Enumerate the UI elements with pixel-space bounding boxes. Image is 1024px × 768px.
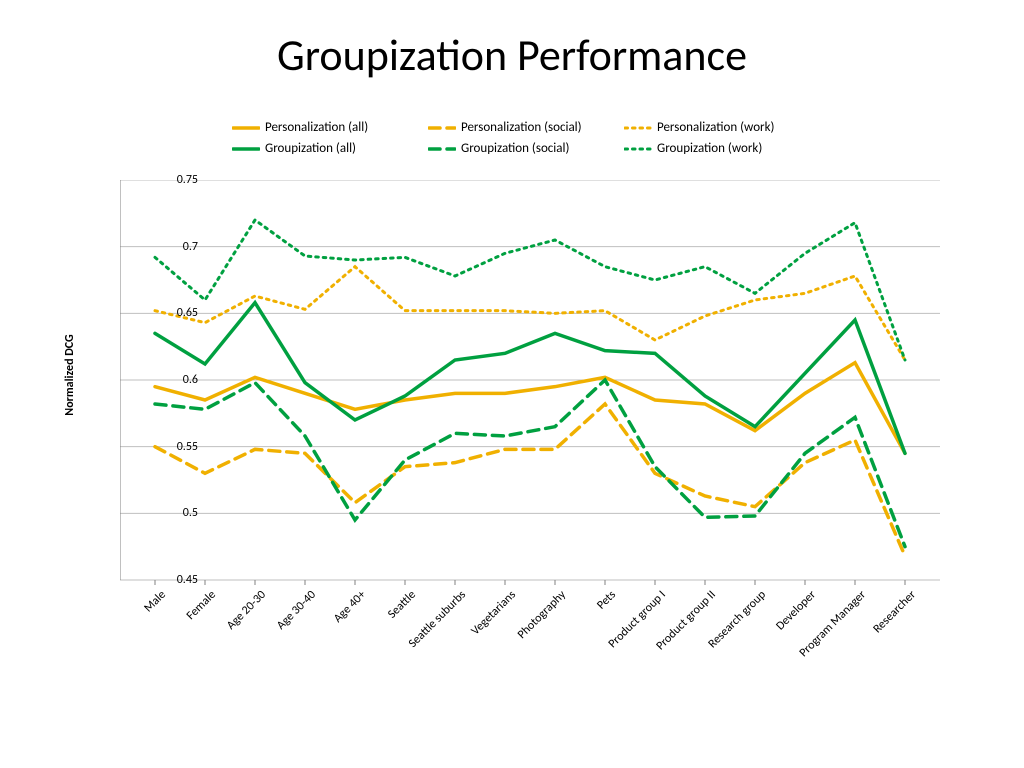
- legend-label: Groupization (social): [461, 141, 569, 156]
- legend-swatch: [428, 142, 456, 156]
- chart-legend: Personalization (all) Personalization (so…: [232, 120, 792, 162]
- legend-label: Groupization (all): [265, 141, 356, 156]
- x-tick-label: Photography: [515, 588, 569, 642]
- x-tick-label: Researcher: [871, 588, 919, 636]
- legend-item: Groupization (work): [624, 141, 792, 156]
- legend-item: Personalization (social): [428, 120, 596, 135]
- legend-label: Groupization (work): [657, 141, 762, 156]
- x-tick-label: Vegetarians: [469, 588, 519, 638]
- legend-label: Personalization (social): [461, 120, 582, 135]
- y-tick-label: 0.75: [177, 173, 198, 187]
- x-tick-label: Age 40+: [331, 588, 369, 626]
- x-tick-label: Pets: [594, 588, 618, 612]
- legend-swatch: [624, 142, 652, 156]
- y-tick-label: 0.45: [177, 573, 198, 587]
- slide: Groupization Performance Personalization…: [0, 0, 1024, 768]
- legend-swatch: [624, 121, 652, 135]
- legend-label: Personalization (all): [265, 120, 368, 135]
- x-tick-label: Female: [184, 588, 219, 623]
- legend-swatch: [232, 142, 260, 156]
- x-tick-label: Seattle: [385, 588, 419, 622]
- x-tick-label: Age 20-30: [224, 588, 269, 633]
- y-tick-label: 0.7: [183, 240, 198, 254]
- page-title: Groupization Performance: [0, 28, 1024, 82]
- y-tick-label: 0.55: [177, 440, 198, 454]
- y-tick-label: 0.6: [183, 373, 198, 387]
- legend-item: Personalization (work): [624, 120, 792, 135]
- legend-swatch: [428, 121, 456, 135]
- y-axis-label: Normalized DCG: [63, 334, 77, 415]
- x-tick-label: Male: [142, 588, 169, 615]
- legend-item: Groupization (social): [428, 141, 596, 156]
- legend-item: Personalization (all): [232, 120, 400, 135]
- chart-canvas: [120, 180, 940, 586]
- line-chart: [120, 180, 940, 580]
- x-tick-label: Age 30-40: [274, 588, 319, 633]
- legend-swatch: [232, 121, 260, 135]
- legend-label: Personalization (work): [657, 120, 774, 135]
- y-tick-label: 0.5: [183, 506, 198, 520]
- legend-item: Groupization (all): [232, 141, 400, 156]
- y-tick-label: 0.65: [177, 306, 198, 320]
- x-tick-label: Developer: [774, 588, 819, 633]
